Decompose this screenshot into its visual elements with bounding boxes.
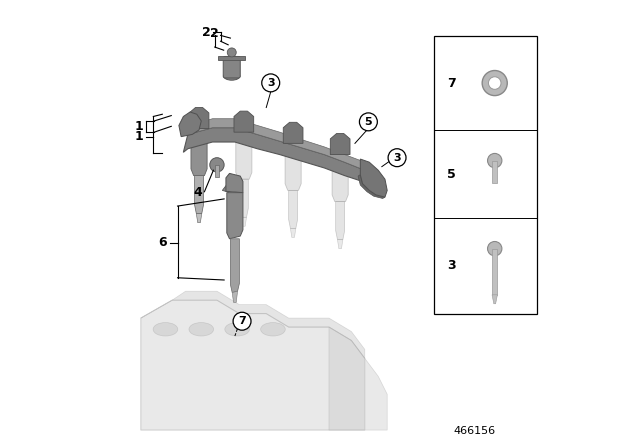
Circle shape (210, 158, 224, 172)
Polygon shape (195, 176, 204, 214)
Bar (492, 249, 497, 295)
Circle shape (388, 149, 406, 167)
Text: 2: 2 (211, 27, 219, 40)
Polygon shape (358, 175, 385, 198)
Polygon shape (189, 108, 209, 129)
Polygon shape (230, 239, 239, 293)
Bar (435, 36, 538, 314)
Polygon shape (291, 228, 296, 237)
Polygon shape (141, 300, 365, 430)
Ellipse shape (189, 323, 214, 336)
Text: 7: 7 (238, 316, 246, 326)
Circle shape (262, 74, 280, 92)
Text: 3: 3 (393, 153, 401, 163)
Polygon shape (179, 112, 202, 137)
Polygon shape (336, 202, 345, 240)
Polygon shape (218, 56, 245, 60)
Polygon shape (239, 179, 248, 217)
Polygon shape (492, 295, 497, 304)
Circle shape (488, 153, 502, 168)
Text: 3: 3 (267, 78, 275, 88)
Text: 5: 5 (365, 117, 372, 127)
Polygon shape (284, 122, 303, 143)
Text: 7: 7 (447, 77, 456, 90)
Polygon shape (289, 190, 298, 228)
Circle shape (360, 113, 378, 131)
Polygon shape (236, 132, 252, 179)
Polygon shape (222, 177, 239, 192)
Text: 3: 3 (447, 259, 456, 272)
Polygon shape (184, 128, 369, 184)
Polygon shape (232, 291, 237, 302)
Polygon shape (330, 134, 350, 155)
Text: 466156: 466156 (454, 426, 495, 436)
Bar (215, 165, 220, 177)
Ellipse shape (260, 323, 285, 336)
Polygon shape (226, 173, 243, 193)
Ellipse shape (224, 72, 240, 80)
Polygon shape (360, 159, 387, 197)
Text: 2: 2 (202, 26, 211, 39)
Polygon shape (285, 143, 301, 190)
FancyBboxPatch shape (223, 56, 240, 78)
Polygon shape (188, 119, 369, 176)
Polygon shape (329, 327, 387, 430)
Polygon shape (196, 214, 202, 223)
Circle shape (488, 77, 501, 89)
Circle shape (488, 241, 502, 256)
Text: 5: 5 (447, 168, 456, 181)
Circle shape (482, 70, 508, 95)
Polygon shape (191, 129, 207, 176)
Text: 4: 4 (194, 186, 202, 199)
Ellipse shape (153, 323, 178, 336)
Text: 1: 1 (134, 120, 143, 133)
Bar (492, 160, 497, 183)
Polygon shape (241, 217, 246, 226)
Text: 6: 6 (158, 236, 166, 250)
Polygon shape (332, 155, 348, 202)
Polygon shape (227, 193, 243, 239)
Ellipse shape (225, 323, 250, 336)
Polygon shape (234, 111, 253, 132)
Circle shape (233, 312, 251, 330)
Polygon shape (141, 291, 365, 358)
Polygon shape (337, 240, 343, 249)
Circle shape (227, 48, 236, 57)
Text: 1: 1 (134, 130, 143, 143)
